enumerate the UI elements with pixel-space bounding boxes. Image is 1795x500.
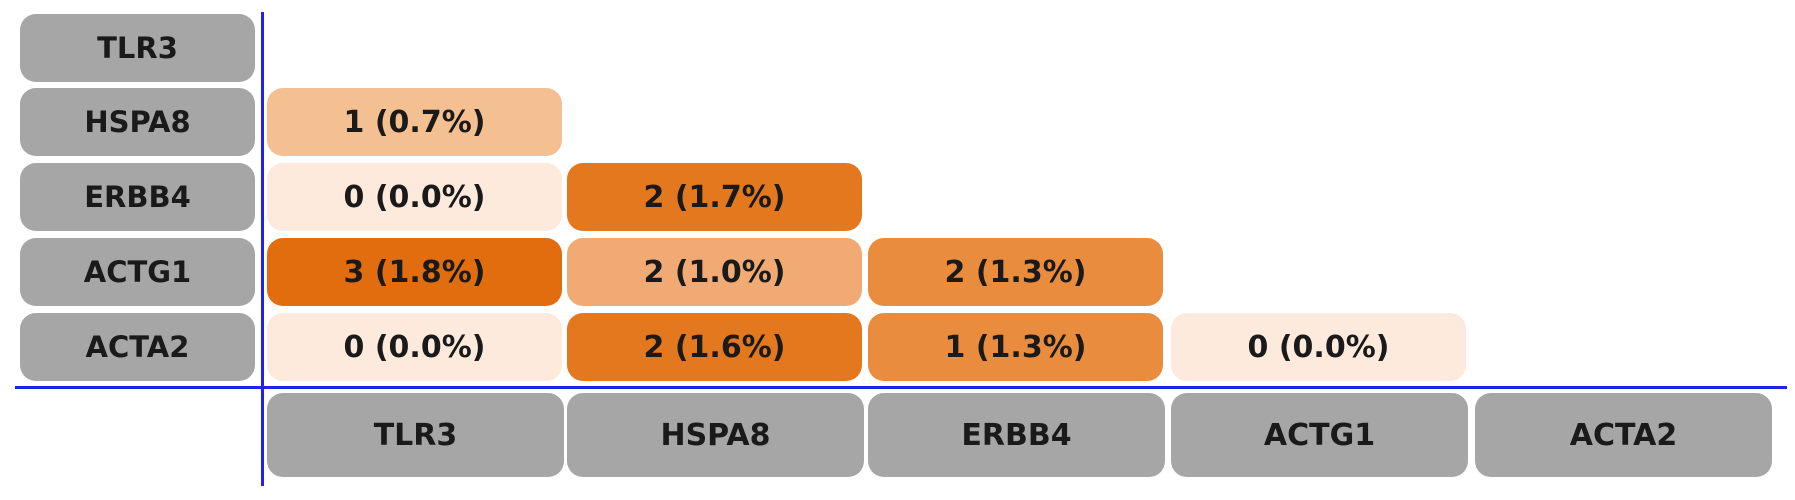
horizontal-axis-line bbox=[15, 386, 1787, 389]
heatmap-cell-hspa8-tlr3: 1 (0.7%) bbox=[267, 88, 562, 156]
row-label-actg1: ACTG1 bbox=[20, 238, 255, 306]
heatmap-cell-actg1-hspa8: 2 (1.0%) bbox=[567, 238, 862, 306]
column-label-erbb4: ERBB4 bbox=[868, 393, 1165, 477]
heatmap-cell-acta2-erbb4: 1 (1.3%) bbox=[868, 313, 1163, 381]
heatmap-cell-erbb4-tlr3: 0 (0.0%) bbox=[267, 163, 562, 231]
column-label-acta2: ACTA2 bbox=[1475, 393, 1772, 477]
heatmap-cell-acta2-tlr3: 0 (0.0%) bbox=[267, 313, 562, 381]
row-label-erbb4: ERBB4 bbox=[20, 163, 255, 231]
row-label-tlr3: TLR3 bbox=[20, 14, 255, 82]
heatmap-cell-erbb4-hspa8: 2 (1.7%) bbox=[567, 163, 862, 231]
heatmap-cell-actg1-erbb4: 2 (1.3%) bbox=[868, 238, 1163, 306]
heatmap-cell-acta2-hspa8: 2 (1.6%) bbox=[567, 313, 862, 381]
vertical-axis-line bbox=[261, 12, 264, 486]
column-label-hspa8: HSPA8 bbox=[567, 393, 864, 477]
row-label-acta2: ACTA2 bbox=[20, 313, 255, 381]
row-label-hspa8: HSPA8 bbox=[20, 88, 255, 156]
heatmap-cell-acta2-actg1: 0 (0.0%) bbox=[1171, 313, 1466, 381]
column-label-actg1: ACTG1 bbox=[1171, 393, 1468, 477]
heatmap-cell-actg1-tlr3: 3 (1.8%) bbox=[267, 238, 562, 306]
column-label-tlr3: TLR3 bbox=[267, 393, 564, 477]
